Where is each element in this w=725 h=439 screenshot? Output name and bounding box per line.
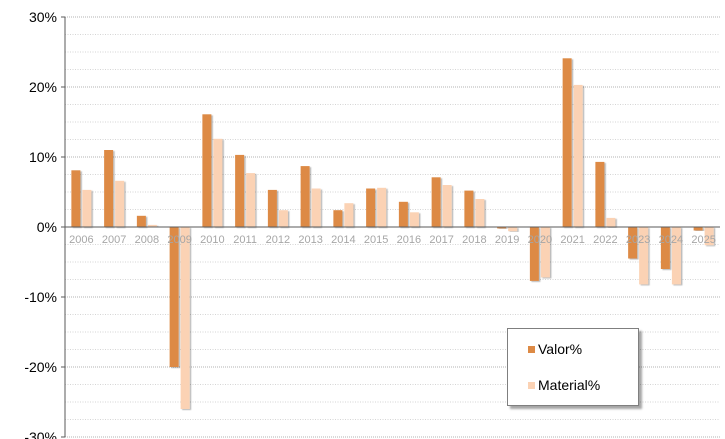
bar-material-2012 [279, 210, 288, 227]
x-tick-label: 2009 [167, 234, 191, 246]
y-tick-label: 10% [29, 149, 57, 165]
bar-valor-2009 [170, 227, 179, 367]
bar-material-2013 [312, 189, 321, 228]
x-tick-label: 2015 [364, 234, 388, 246]
x-tick-label: 2023 [626, 234, 650, 246]
x-tick-label: 2014 [331, 234, 355, 246]
legend-swatch-valor [528, 346, 535, 353]
bar-material-2006 [82, 190, 91, 227]
bar-material-2009 [181, 227, 190, 409]
legend: Valor% Material% [507, 328, 639, 406]
bar-valor-2015 [366, 189, 375, 228]
x-tick-label: 2021 [560, 234, 584, 246]
x-tick-label: 2007 [102, 234, 126, 246]
bar-valor-2012 [268, 190, 277, 227]
bar-valor-2018 [464, 191, 473, 227]
x-tick-label: 2018 [462, 234, 486, 246]
bar-valor-2022 [595, 162, 604, 227]
x-tick-label: 2019 [495, 234, 519, 246]
x-tick-label: 2013 [298, 234, 322, 246]
y-tick-label: 30% [29, 9, 57, 25]
legend-swatch-material [528, 382, 535, 389]
x-tick-label: 2024 [659, 234, 683, 246]
y-tick-label: -10% [24, 289, 57, 305]
x-tick-label: 2025 [691, 234, 715, 246]
y-tick-labels: 30% 20% 10% 0% -10% -20% -30% [24, 9, 57, 439]
legend-label-material: Material% [538, 377, 600, 393]
x-tick-label: 2011 [233, 234, 257, 246]
bar-material-2021 [574, 85, 583, 227]
bar-material-2022 [606, 218, 615, 227]
bar-material-2007 [115, 181, 124, 227]
bar-valor-2025 [694, 227, 703, 231]
bar-material-2011 [246, 173, 255, 227]
bar-valor-2014 [333, 210, 342, 227]
x-tick-label: 2020 [528, 234, 552, 246]
x-tick-label: 2017 [429, 234, 453, 246]
legend-item-valor: Valor% [528, 341, 582, 357]
bar-valor-2010 [202, 114, 211, 227]
y-tick-label: 20% [29, 79, 57, 95]
bar-valor-2021 [563, 58, 572, 227]
x-tick-label: 2008 [135, 234, 159, 246]
bar-material-2010 [213, 139, 222, 227]
bar-valor-2011 [235, 155, 244, 227]
bar-valor-2007 [104, 150, 113, 227]
bar-material-2018 [475, 199, 484, 227]
bar-material-2017 [443, 185, 452, 227]
bar-material-2014 [344, 203, 353, 227]
bar-valor-2017 [432, 177, 441, 227]
y-tick-label: -20% [24, 359, 57, 375]
x-tick-label: 2010 [200, 234, 224, 246]
x-tick-label: 2022 [593, 234, 617, 246]
bar-valor-2008 [137, 216, 146, 227]
y-tick-label: 0% [37, 219, 57, 235]
y-tick-label: -30% [24, 429, 57, 439]
x-tick-label: 2012 [266, 234, 290, 246]
x-tick-label: 2006 [69, 234, 93, 246]
legend-label-valor: Valor% [538, 341, 582, 357]
bar-valor-2006 [71, 170, 80, 227]
x-tick-label: 2016 [397, 234, 421, 246]
bar-valor-2013 [301, 166, 310, 227]
bar-material-2015 [377, 188, 386, 227]
legend-item-material: Material% [528, 377, 600, 393]
bar-material-2016 [410, 212, 419, 227]
bar-valor-2016 [399, 202, 408, 227]
bar-material-2019 [508, 227, 517, 231]
